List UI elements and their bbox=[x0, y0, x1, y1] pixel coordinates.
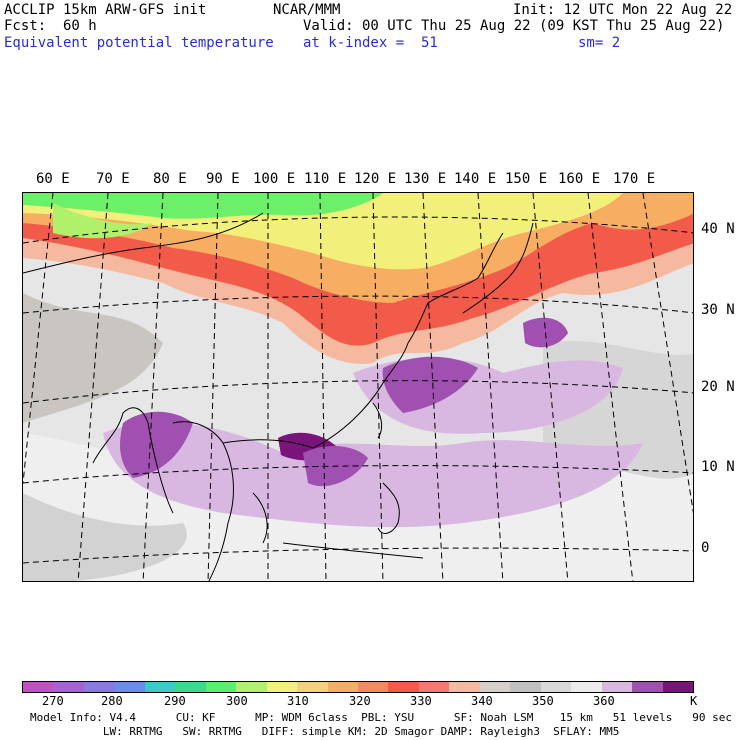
colorbar-swatch bbox=[114, 682, 145, 692]
valid-time: Valid: 00 UTC Thu 25 Aug 22 (09 KST Thu … bbox=[303, 18, 725, 34]
colorbar-tick: 320 bbox=[349, 694, 371, 708]
organization: NCAR/MMM bbox=[273, 2, 341, 18]
colorbar-tick: 270 bbox=[42, 694, 64, 708]
map-canvas bbox=[23, 193, 693, 581]
philippine-sea-core bbox=[382, 356, 478, 413]
level-info: at k-index = 51 bbox=[303, 35, 438, 51]
lon-label: 130 E bbox=[404, 171, 447, 187]
colorbar-tick: 300 bbox=[226, 694, 248, 708]
china-coast bbox=[222, 342, 409, 449]
borneo-coast bbox=[282, 542, 424, 559]
lon-line bbox=[532, 193, 569, 581]
light-green-patch bbox=[53, 203, 153, 239]
colorbar-swatch bbox=[388, 682, 419, 692]
colorbar-swatch bbox=[662, 682, 693, 692]
colorbar-swatch bbox=[144, 682, 176, 692]
philippines bbox=[377, 482, 400, 534]
colorbar-swatch bbox=[540, 682, 572, 692]
indian-gray-region bbox=[23, 293, 163, 423]
graticule bbox=[23, 193, 693, 581]
colorbar bbox=[22, 681, 694, 693]
theta-e-map bbox=[22, 192, 694, 582]
colorbar-tick: 280 bbox=[101, 694, 123, 708]
lon-label: 90 E bbox=[206, 171, 240, 187]
lon-label: 170 E bbox=[613, 171, 656, 187]
lon-label: 150 E bbox=[505, 171, 548, 187]
colorbar-swatch bbox=[236, 682, 267, 692]
lon-line bbox=[207, 193, 219, 581]
lon-label: 160 E bbox=[558, 171, 601, 187]
field-name: Equivalent potential temperature bbox=[4, 35, 274, 51]
lat-label: 0 bbox=[701, 540, 710, 556]
colorbar-unit: K bbox=[690, 694, 698, 708]
lat-label: 10 N bbox=[701, 459, 735, 475]
colorbar-swatch bbox=[479, 682, 511, 692]
colorbar-tick: 330 bbox=[410, 694, 432, 708]
model-info-line1: Model Info: V4.4 CU: KF MP: WDM 6class P… bbox=[30, 711, 732, 724]
colorbar-swatch bbox=[418, 682, 450, 692]
light-purple-region bbox=[103, 422, 643, 528]
india-coast bbox=[92, 407, 174, 514]
colorbar-swatch bbox=[205, 682, 237, 692]
lon-line bbox=[319, 193, 327, 581]
colorbar-tick: 350 bbox=[532, 694, 554, 708]
taiwan bbox=[372, 402, 383, 439]
lon-label: 140 E bbox=[454, 171, 497, 187]
colorbar-swatch bbox=[327, 682, 358, 692]
colorbar-tick: 360 bbox=[593, 694, 615, 708]
colorbar-tick: 290 bbox=[164, 694, 186, 708]
lon-line bbox=[477, 193, 504, 581]
malaysia bbox=[252, 492, 268, 544]
japan-outline bbox=[462, 222, 534, 314]
colorbar-swatch bbox=[53, 682, 84, 692]
lat-label: 40 N bbox=[701, 221, 735, 237]
lon-label: 80 E bbox=[153, 171, 187, 187]
lat-label: 20 N bbox=[701, 379, 735, 395]
lon-line bbox=[642, 193, 693, 514]
coastlines bbox=[23, 212, 534, 581]
lon-line bbox=[23, 193, 54, 484]
colorbar-swatch bbox=[571, 682, 602, 692]
lon-line bbox=[142, 193, 164, 581]
model-info-line2: LW: RRTMG SW: RRTMG DIFF: simple KM: 2D … bbox=[30, 725, 620, 738]
lon-label: 70 E bbox=[96, 171, 130, 187]
indochina-coast bbox=[172, 421, 234, 581]
colorbar-swatch bbox=[175, 682, 206, 692]
colorbar-tick: 310 bbox=[287, 694, 309, 708]
colorbar-swatch bbox=[449, 682, 480, 692]
lon-line bbox=[587, 193, 634, 581]
model-title: ACCLIP 15km ARW-GFS init bbox=[4, 2, 207, 18]
colorbar-swatch bbox=[297, 682, 328, 692]
equatorial-gray-region bbox=[23, 493, 187, 581]
colorbar-swatch bbox=[23, 682, 54, 692]
forecast-hours: 60 h bbox=[63, 18, 97, 34]
lon-label: 120 E bbox=[354, 171, 397, 187]
colorbar-swatch bbox=[510, 682, 541, 692]
korea-japan-coast bbox=[407, 232, 504, 344]
lon-line bbox=[422, 193, 444, 581]
lon-label: 110 E bbox=[304, 171, 347, 187]
lon-label: 60 E bbox=[36, 171, 70, 187]
smoothing-info: sm= 2 bbox=[578, 35, 621, 51]
lon-line bbox=[372, 193, 384, 581]
colorbar-swatch bbox=[83, 682, 115, 692]
forecast-label: Fcst: bbox=[4, 18, 47, 34]
central-asia-border bbox=[23, 212, 264, 274]
lat-label: 30 N bbox=[701, 302, 735, 318]
colorbar-swatch bbox=[632, 682, 663, 692]
lon-label: 100 E bbox=[253, 171, 296, 187]
lon-line bbox=[77, 193, 109, 581]
green-band bbox=[23, 193, 383, 219]
bay-of-bengal-core bbox=[120, 411, 193, 478]
colorbar-swatch bbox=[266, 682, 298, 692]
colorbar-swatch bbox=[357, 682, 389, 692]
colorbar-swatch bbox=[601, 682, 633, 692]
init-time: Init: 12 UTC Mon 22 Aug 22 bbox=[513, 2, 733, 18]
colorbar-tick: 340 bbox=[471, 694, 493, 708]
